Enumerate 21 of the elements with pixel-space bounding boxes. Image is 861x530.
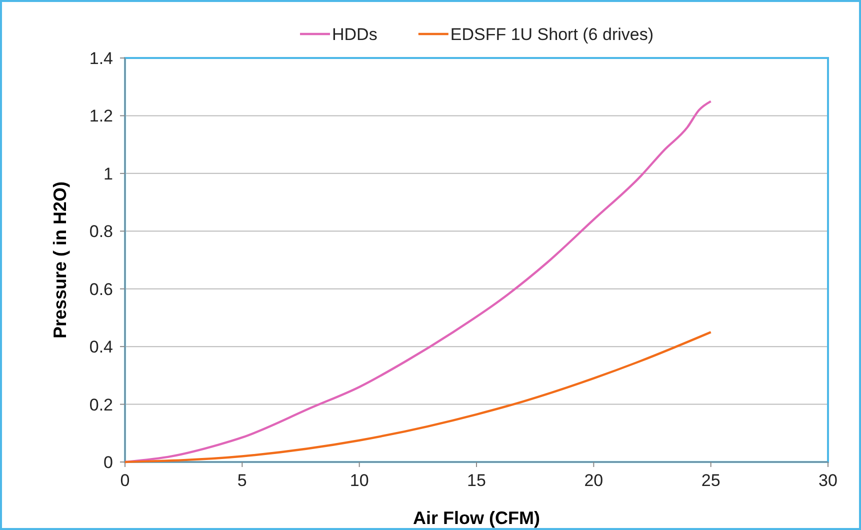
y-tick-label: 0.4 xyxy=(89,338,113,357)
y-tick-label: 1.2 xyxy=(89,106,113,126)
x-tick-label: 25 xyxy=(701,471,720,490)
x-tick-label: 30 xyxy=(818,471,838,490)
y-tick-label: 0 xyxy=(104,453,113,472)
x-tick-label: 15 xyxy=(467,471,486,490)
x-tick-label: 0 xyxy=(120,471,130,490)
x-tick-label: 5 xyxy=(237,471,247,490)
y-axis-title: Pressure ( in H2O) xyxy=(50,181,70,339)
legend-label: HDDs xyxy=(332,25,378,44)
x-tick-label: 20 xyxy=(584,471,604,490)
y-tick-label: 0.2 xyxy=(89,395,113,414)
y-tick-label: 0.8 xyxy=(89,222,113,242)
line-series xyxy=(124,331,712,464)
legend-label: EDSFF 1U Short (6 drives) xyxy=(450,25,654,44)
line-series xyxy=(124,100,712,464)
y-tick-label: 1 xyxy=(104,164,113,184)
x-tick-label: 10 xyxy=(350,471,369,490)
y-tick-label: 1.4 xyxy=(89,49,113,68)
y-tick-label: 0.6 xyxy=(89,280,113,299)
x-axis-title: Air Flow (CFM) xyxy=(413,508,540,528)
